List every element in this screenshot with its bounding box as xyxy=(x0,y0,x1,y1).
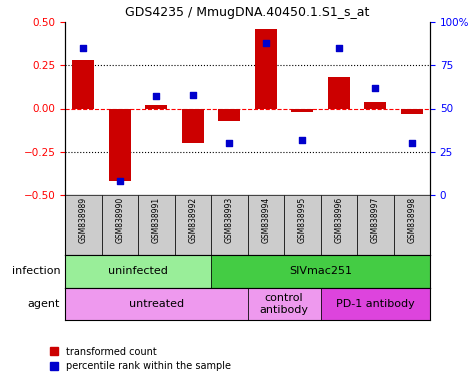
Bar xyxy=(211,195,247,255)
Bar xyxy=(247,288,321,320)
Bar xyxy=(328,77,350,109)
Point xyxy=(152,93,160,99)
Point xyxy=(189,92,197,98)
Point xyxy=(371,84,379,91)
Bar xyxy=(357,195,393,255)
Text: GSM838997: GSM838997 xyxy=(371,197,380,243)
Bar xyxy=(145,105,167,109)
Bar xyxy=(247,195,284,255)
Text: GSM838989: GSM838989 xyxy=(79,197,88,243)
Text: SIVmac251: SIVmac251 xyxy=(289,266,352,276)
Text: untreated: untreated xyxy=(129,299,184,309)
Text: GSM838990: GSM838990 xyxy=(115,197,124,243)
Bar xyxy=(401,109,423,114)
Bar xyxy=(182,109,204,143)
Text: GSM838994: GSM838994 xyxy=(261,197,270,243)
Bar xyxy=(364,102,386,109)
Text: GSM838998: GSM838998 xyxy=(407,197,416,243)
Bar xyxy=(138,195,174,255)
Text: infection: infection xyxy=(11,266,60,276)
Title: GDS4235 / MmugDNA.40450.1.S1_s_at: GDS4235 / MmugDNA.40450.1.S1_s_at xyxy=(125,7,370,20)
Bar xyxy=(218,109,240,121)
Bar xyxy=(321,288,430,320)
Bar xyxy=(291,109,313,112)
Text: GSM838993: GSM838993 xyxy=(225,197,234,243)
Bar xyxy=(174,195,211,255)
Text: uninfected: uninfected xyxy=(108,266,168,276)
Text: GSM838996: GSM838996 xyxy=(334,197,343,243)
Point xyxy=(79,45,87,51)
Point xyxy=(116,178,124,184)
Bar xyxy=(109,109,131,181)
Point xyxy=(262,40,269,46)
Bar xyxy=(321,195,357,255)
Bar xyxy=(284,195,321,255)
Text: control
antibody: control antibody xyxy=(259,293,308,315)
Bar xyxy=(255,29,277,109)
Bar xyxy=(211,255,430,288)
Bar xyxy=(65,288,247,320)
Point xyxy=(226,140,233,146)
Text: PD-1 antibody: PD-1 antibody xyxy=(336,299,415,309)
Legend: transformed count, percentile rank within the sample: transformed count, percentile rank withi… xyxy=(46,343,235,375)
Point xyxy=(335,45,342,51)
Text: GSM838992: GSM838992 xyxy=(188,197,197,243)
Text: agent: agent xyxy=(28,299,60,309)
Bar xyxy=(102,195,138,255)
Text: GSM838991: GSM838991 xyxy=(152,197,161,243)
Point xyxy=(408,140,416,146)
Bar xyxy=(65,255,211,288)
Bar xyxy=(393,195,430,255)
Bar xyxy=(65,195,102,255)
Text: GSM838995: GSM838995 xyxy=(298,197,307,243)
Point xyxy=(298,137,306,143)
Bar xyxy=(72,60,94,109)
